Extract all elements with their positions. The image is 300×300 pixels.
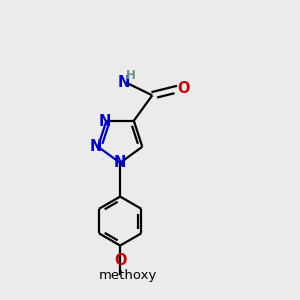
Text: N: N bbox=[90, 139, 102, 154]
Text: H: H bbox=[126, 69, 136, 82]
Text: O: O bbox=[114, 253, 126, 268]
Text: N: N bbox=[118, 75, 130, 90]
Text: N: N bbox=[98, 114, 111, 129]
Text: methoxy: methoxy bbox=[98, 269, 157, 282]
Text: O: O bbox=[177, 81, 189, 96]
Text: N: N bbox=[114, 155, 126, 170]
